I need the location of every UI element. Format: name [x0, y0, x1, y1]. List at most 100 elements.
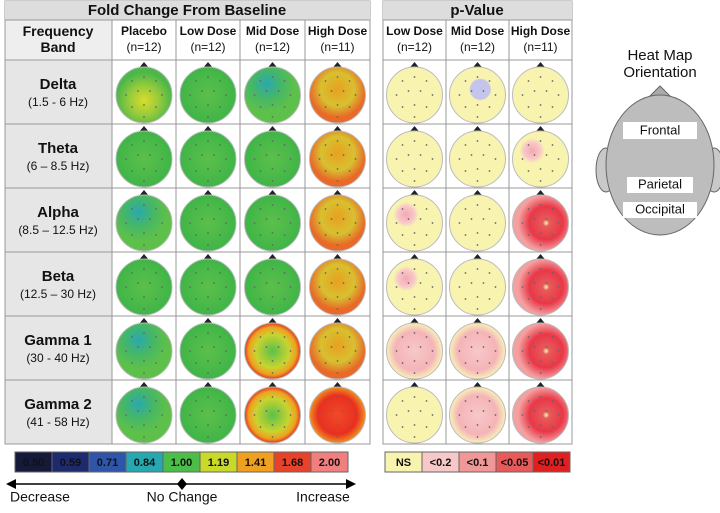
electrode: [131, 336, 133, 338]
electrode: [401, 336, 404, 338]
electrode: [482, 282, 485, 284]
nose: [139, 318, 149, 324]
electrode: [348, 80, 351, 82]
electrode: [265, 90, 268, 92]
electrode: [533, 282, 536, 284]
electrode: [271, 436, 274, 438]
column-n: (n=12): [397, 40, 432, 54]
electrode: [419, 218, 422, 220]
electrode: [521, 350, 524, 352]
electrode: [219, 336, 221, 338]
electrode: [283, 170, 286, 172]
electrode: [143, 204, 145, 206]
nose: [267, 318, 278, 324]
electrode: [413, 372, 416, 374]
electrode: [354, 94, 357, 96]
electrode: [488, 400, 491, 402]
electrode: [253, 158, 256, 160]
electrode: [189, 350, 191, 352]
electrode: [401, 426, 404, 428]
electrode: [521, 158, 524, 160]
electrode: [283, 208, 286, 210]
electrode: [155, 80, 157, 82]
scale-label: <0.1: [467, 457, 489, 469]
electrode: [155, 272, 157, 274]
nose: [472, 318, 483, 324]
topo-map: [244, 66, 301, 124]
electrode: [253, 286, 256, 288]
electrode: [265, 346, 268, 348]
topo-map: [512, 130, 569, 188]
scale-label: 1.68: [282, 457, 303, 469]
electrode: [431, 286, 434, 288]
scale-swatch: [532, 451, 571, 473]
electrode: [225, 414, 227, 416]
electrode: [348, 298, 351, 300]
electrode: [259, 234, 262, 236]
electrode: [271, 308, 274, 310]
electrode: [425, 336, 428, 338]
electrode: [271, 360, 274, 362]
scale-label: 1.41: [245, 457, 266, 469]
electrode: [155, 208, 157, 210]
electrode: [557, 222, 560, 224]
nose: [409, 382, 420, 388]
orientation-label: Occipital: [635, 201, 685, 216]
electrode: [354, 158, 357, 160]
electrode: [413, 180, 416, 182]
electrode: [253, 414, 256, 416]
electrode: [395, 94, 398, 96]
nose: [409, 318, 420, 324]
electrode: [425, 234, 428, 236]
electrode: [131, 144, 133, 146]
electrode: [155, 336, 157, 338]
electrode: [336, 396, 339, 398]
electrode: [195, 170, 197, 172]
electrode: [494, 222, 497, 224]
electrode: [195, 336, 197, 338]
topo-map: [386, 258, 443, 316]
electrode: [189, 286, 191, 288]
electrode: [219, 362, 221, 364]
electrode: [521, 286, 524, 288]
header-cell: [445, 19, 510, 61]
column-n: (n=11): [523, 40, 557, 54]
electrode: [539, 76, 542, 78]
electrode: [470, 346, 473, 348]
electrode: [413, 332, 416, 334]
electrode: [143, 232, 145, 234]
electrode: [207, 436, 209, 438]
electrode: [155, 106, 157, 108]
electrode: [482, 410, 485, 412]
electrode: [494, 158, 497, 160]
column-name: Placebo: [121, 24, 167, 38]
electrode: [143, 104, 145, 106]
electrode: [458, 286, 461, 288]
scale-right: Increase: [296, 489, 350, 505]
topo-map: [512, 258, 569, 316]
electrode: [395, 158, 398, 160]
electrode: [289, 286, 292, 288]
electrode: [348, 400, 351, 402]
electrode: [219, 298, 221, 300]
electrode: [431, 222, 434, 224]
electrode: [419, 410, 422, 412]
band-name: Beta: [42, 268, 75, 285]
arrow-heads: [6, 478, 356, 490]
electrode: [195, 106, 197, 108]
scale-label: 0.50: [23, 457, 44, 469]
header-cell: [175, 19, 241, 61]
electrode: [533, 346, 536, 348]
electrode: [219, 106, 221, 108]
electrode: [161, 94, 163, 96]
topo-map: [386, 130, 443, 188]
electrode: [330, 218, 333, 220]
electrode: [271, 180, 274, 182]
electrode: [476, 168, 479, 170]
electrode: [324, 208, 327, 210]
electrode: [482, 346, 485, 348]
nose: [332, 318, 343, 324]
electrode: [219, 208, 221, 210]
nose: [203, 382, 213, 388]
electrode: [155, 400, 157, 402]
